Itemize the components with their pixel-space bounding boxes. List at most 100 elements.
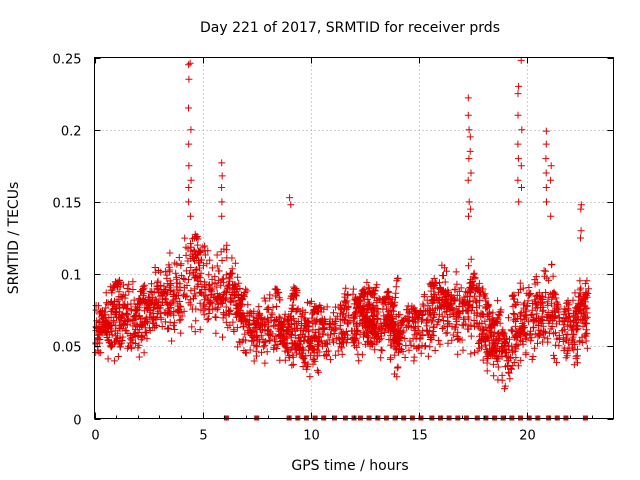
- data-point: [198, 283, 206, 291]
- data-point: [193, 274, 201, 282]
- data-point: [378, 323, 385, 331]
- data-point: [498, 328, 506, 336]
- data-point: [225, 308, 233, 315]
- data-point: [388, 325, 396, 333]
- data-point: [266, 336, 274, 344]
- data-point: [147, 299, 155, 307]
- data-point: [471, 349, 478, 357]
- data-point: [296, 308, 304, 316]
- data-point: [149, 305, 157, 313]
- data-point: [505, 342, 513, 350]
- data-point: [324, 331, 332, 339]
- data-point: [193, 234, 200, 242]
- data-point: [398, 345, 405, 353]
- data-point: [268, 311, 276, 319]
- data-point: [215, 276, 223, 284]
- data-point: [280, 330, 288, 338]
- data-point: [185, 198, 193, 206]
- data-point: [185, 162, 193, 170]
- data-point: [504, 353, 512, 361]
- data-point: [256, 326, 264, 333]
- data-point: [227, 306, 235, 314]
- data-point: [477, 313, 485, 321]
- data-point: [460, 300, 468, 307]
- data-point: [444, 339, 452, 347]
- data-point: [169, 322, 177, 330]
- data-point: [139, 285, 146, 293]
- data-point: [539, 307, 547, 315]
- data-point: [121, 302, 129, 310]
- data-point: [206, 281, 214, 289]
- data-point: [199, 243, 207, 251]
- data-point: [315, 326, 323, 334]
- data-point: [233, 324, 241, 332]
- data-point: [157, 281, 165, 289]
- data-point: [170, 319, 178, 327]
- data-point: [126, 335, 134, 343]
- data-point: [504, 361, 512, 369]
- data-point: [340, 297, 348, 305]
- data-point: [583, 277, 591, 285]
- data-point: [547, 162, 555, 170]
- data-point: [280, 319, 288, 327]
- data-point: [430, 293, 438, 301]
- data-point: [583, 326, 590, 334]
- data-point: [185, 61, 193, 69]
- data-point: [310, 346, 317, 354]
- data-point: [569, 326, 577, 334]
- data-point: [158, 323, 166, 330]
- data-point: [290, 296, 297, 304]
- data-point: [568, 337, 576, 345]
- data-point: [180, 290, 188, 298]
- data-point: [426, 327, 434, 335]
- data-point: [429, 316, 437, 324]
- data-point: [131, 330, 139, 337]
- data-point: [524, 318, 532, 326]
- data-point: [448, 300, 456, 308]
- data-point: [456, 310, 464, 318]
- data-point: [241, 330, 249, 338]
- data-point: [289, 327, 296, 335]
- data-point: [413, 330, 421, 338]
- data-point: [361, 315, 369, 323]
- data-point: [465, 325, 473, 333]
- data-point: [434, 296, 442, 304]
- data-point: [246, 346, 254, 354]
- data-point: [192, 254, 200, 262]
- data-point: [529, 324, 537, 332]
- data-point: [341, 333, 349, 341]
- data-point: [548, 261, 555, 269]
- data-point: [466, 297, 474, 305]
- data-point: [510, 316, 518, 324]
- data-points: [92, 56, 593, 421]
- data-point: [518, 337, 526, 345]
- data-point: [227, 270, 235, 278]
- data-point: [164, 325, 172, 333]
- data-point: [450, 313, 458, 320]
- data-point: [271, 341, 279, 349]
- data-point: [163, 290, 171, 298]
- x-tick-label: 20: [519, 429, 536, 444]
- data-point: [289, 361, 297, 368]
- data-point: [257, 314, 265, 322]
- data-point: [510, 295, 518, 303]
- data-point: [170, 308, 178, 315]
- data-point: [489, 360, 497, 368]
- data-point: [494, 376, 502, 384]
- data-point: [238, 338, 246, 346]
- data-point: [548, 323, 556, 330]
- data-point: [254, 309, 262, 317]
- data-point: [500, 337, 508, 345]
- axis-ticks: 0 5 10 15 20 0 0.05 0.1 0.15 0.2 0.25: [53, 53, 614, 444]
- data-point: [129, 278, 137, 286]
- data-point: [574, 325, 582, 333]
- data-point: [104, 355, 112, 363]
- data-point: [180, 292, 187, 300]
- data-point: [559, 327, 566, 335]
- data-point: [532, 273, 540, 281]
- data-point: [218, 257, 226, 264]
- y-tick-label: 0.05: [53, 341, 82, 356]
- data-point: [533, 291, 541, 299]
- data-point: [577, 227, 585, 235]
